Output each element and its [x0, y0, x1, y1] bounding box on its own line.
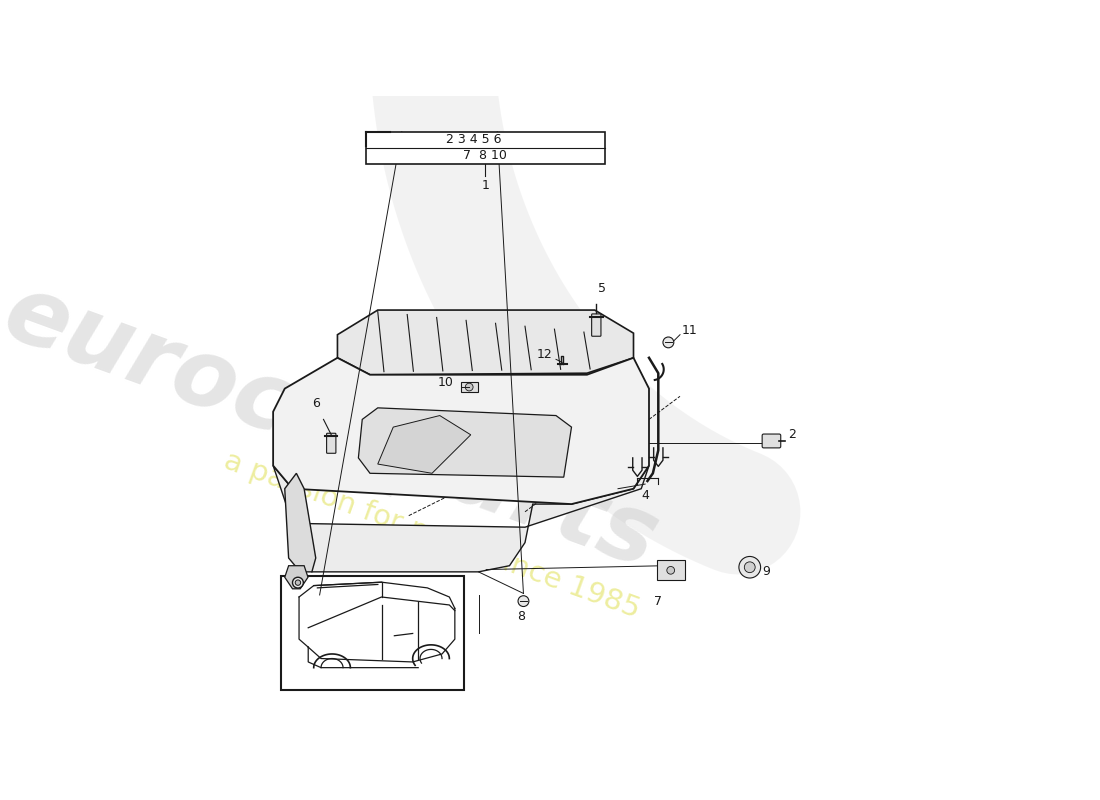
Text: 8: 8	[517, 610, 525, 623]
Text: 9: 9	[762, 566, 770, 578]
Circle shape	[295, 580, 300, 586]
Text: 7: 7	[654, 595, 662, 608]
Polygon shape	[377, 415, 471, 474]
Text: 1: 1	[482, 179, 490, 192]
Polygon shape	[359, 408, 572, 477]
Text: eurocarparts: eurocarparts	[0, 266, 671, 588]
Polygon shape	[273, 466, 649, 572]
Bar	[366, 132, 605, 164]
Text: 4: 4	[641, 489, 649, 502]
Text: 10: 10	[438, 376, 453, 389]
Text: 2 3 4 5 6: 2 3 4 5 6	[446, 134, 502, 146]
FancyBboxPatch shape	[657, 560, 684, 580]
Circle shape	[667, 566, 674, 574]
Text: 11: 11	[682, 324, 697, 338]
Circle shape	[518, 596, 529, 606]
Text: a passion for parts since 1985: a passion for parts since 1985	[220, 446, 644, 623]
FancyBboxPatch shape	[762, 434, 781, 448]
Text: 7  8 10: 7 8 10	[463, 150, 507, 162]
Polygon shape	[338, 310, 634, 374]
Polygon shape	[285, 474, 316, 572]
Text: 12: 12	[537, 348, 552, 362]
Text: 5: 5	[598, 282, 606, 294]
Circle shape	[745, 562, 756, 573]
Text: 6: 6	[311, 397, 320, 410]
FancyBboxPatch shape	[327, 434, 336, 454]
Polygon shape	[285, 566, 308, 589]
Circle shape	[739, 557, 760, 578]
FancyBboxPatch shape	[592, 314, 601, 336]
Text: 2: 2	[789, 428, 796, 442]
Circle shape	[465, 383, 473, 391]
Circle shape	[663, 337, 674, 348]
Bar	[280, 577, 464, 690]
FancyBboxPatch shape	[461, 382, 477, 393]
Circle shape	[293, 578, 304, 588]
Polygon shape	[273, 358, 649, 504]
